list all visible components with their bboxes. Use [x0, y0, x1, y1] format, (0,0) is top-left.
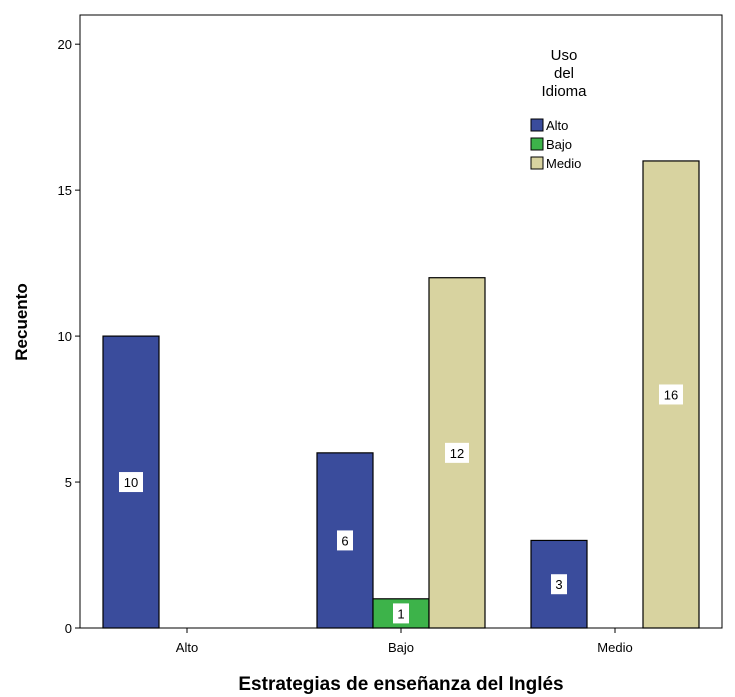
data-label-box: [337, 530, 353, 551]
legend-label: Bajo: [546, 137, 572, 152]
legend-swatch: [530, 137, 544, 151]
x-tick-label: Bajo: [388, 640, 414, 655]
y-axis-title: Recuento: [12, 283, 31, 360]
x-axis: Alto Bajo Medio: [176, 628, 633, 655]
legend-label: Medio: [546, 156, 581, 171]
data-label: 3: [555, 577, 562, 592]
data-label-box: [119, 472, 143, 493]
y-tick-label: 5: [65, 475, 72, 490]
y-tick-label: 10: [58, 329, 72, 344]
data-label: 1: [397, 606, 404, 621]
data-label: 16: [664, 387, 678, 402]
plot-area-frame: [79, 14, 723, 629]
legend-swatch: [530, 156, 544, 170]
legend: Uso del Idioma Alto Bajo Medio: [530, 47, 587, 171]
legend-items: Alto Bajo Medio: [530, 118, 581, 171]
data-label-box: [659, 384, 683, 405]
x-axis-title: Estrategias de enseñanza del Inglés: [238, 674, 563, 695]
x-tick-label: Medio: [597, 640, 632, 655]
legend-title-line-1: Uso: [551, 47, 578, 64]
y-tick-label: 20: [58, 37, 72, 52]
legend-title-line-2: del: [554, 65, 574, 82]
data-label: 12: [450, 446, 464, 461]
legend-swatch: [530, 118, 544, 132]
data-labels: 10 6 1 12 3 16: [119, 384, 683, 624]
y-tick-label: 0: [65, 621, 72, 636]
data-label: 6: [341, 533, 348, 548]
y-axis: 0 5 10 15 20: [58, 37, 80, 636]
data-label-box: [445, 442, 469, 463]
y-tick-label: 15: [58, 183, 72, 198]
data-label-box: [551, 574, 567, 595]
data-label-box: [393, 603, 409, 624]
data-label: 10: [124, 475, 138, 490]
legend-title-line-3: Idioma: [541, 83, 587, 100]
legend-label: Alto: [546, 118, 568, 133]
x-tick-label: Alto: [176, 640, 198, 655]
